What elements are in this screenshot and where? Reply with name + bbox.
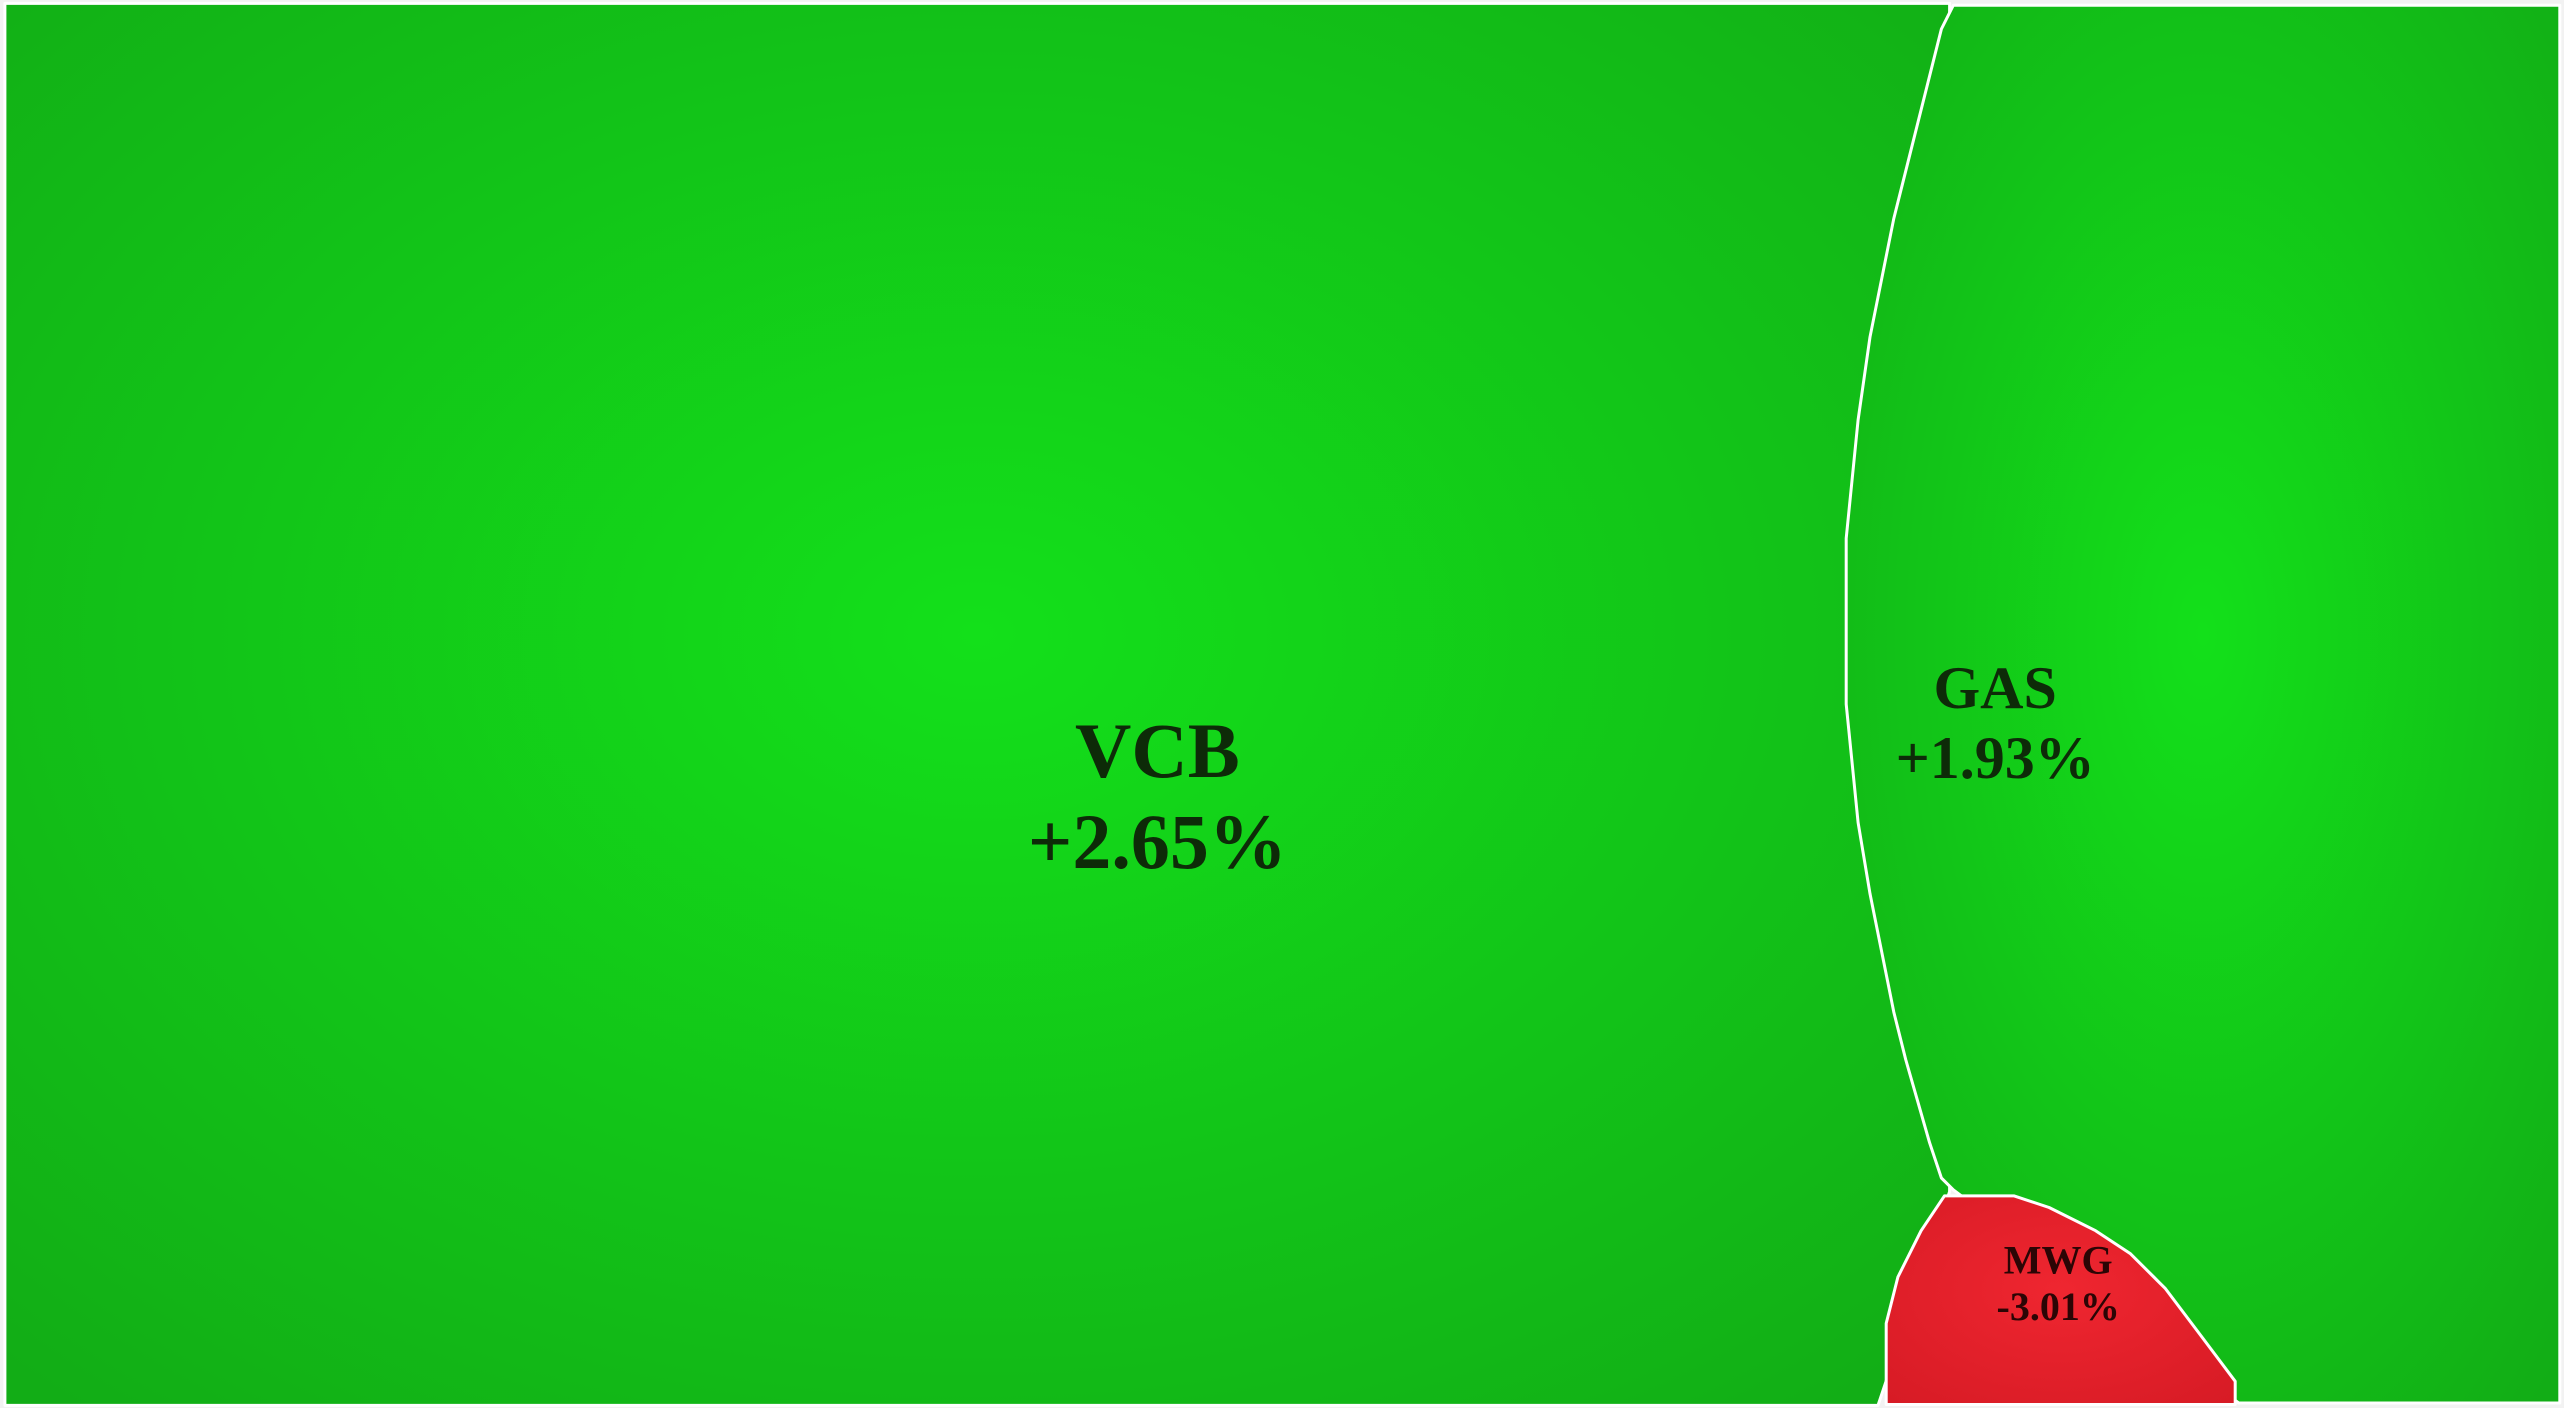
cell-ticker: VCB xyxy=(1075,707,1240,794)
cell-ticker: GAS xyxy=(1934,655,2057,721)
cell-change: -3.01% xyxy=(1997,1284,2120,1329)
cell-shape[interactable] xyxy=(3,1,1952,1407)
cell-change: +2.65% xyxy=(1028,798,1287,885)
cell-shape[interactable] xyxy=(1884,1194,2237,1406)
heatmap-cells[interactable]: VCB+2.65%GAS+1.93%MWG-3.01% xyxy=(3,1,2562,1407)
heatmap-cell[interactable]: VCB+2.65% xyxy=(3,1,1952,1407)
cell-ticker: MWG xyxy=(2004,1237,2113,1282)
heatmap-cell[interactable]: MWG-3.01% xyxy=(1884,1194,2237,1406)
cell-change: +1.93% xyxy=(1896,725,2095,791)
